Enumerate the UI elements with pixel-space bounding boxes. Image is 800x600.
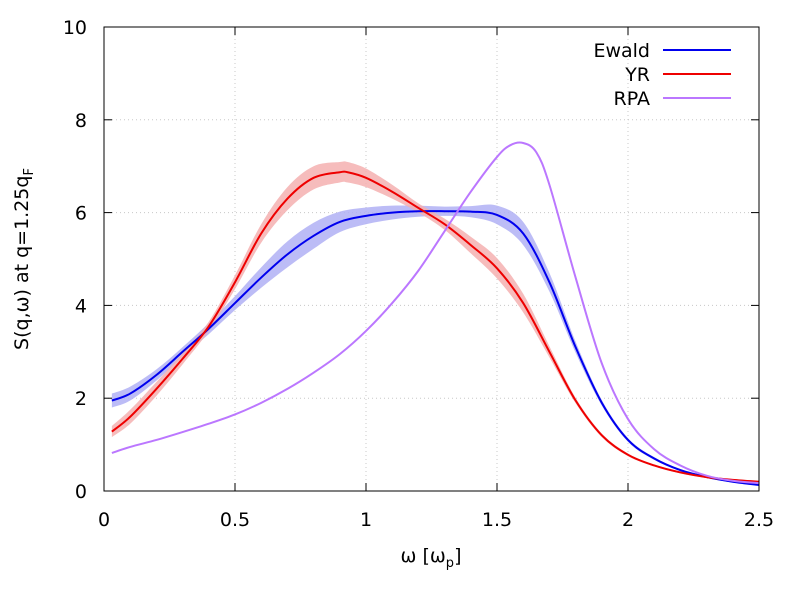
series-line-ewald [111, 210, 760, 486]
error-bands [111, 161, 760, 486]
legend-label-ewald: Ewald [593, 40, 650, 62]
series-lines [111, 141, 760, 486]
y-tick-label: 2 [75, 388, 87, 410]
x-axis-title-end: ] [454, 545, 461, 567]
x-tick-label: 0 [98, 509, 110, 531]
x-axis-title-sub: p [446, 556, 454, 571]
series-line-yr [111, 170, 760, 483]
x-tick-label: 1 [360, 509, 372, 531]
axis-ticks: 0 0.5 1 1.5 2 2.5 0 2 4 6 8 10 [63, 17, 774, 531]
y-tick-label: 0 [75, 481, 87, 503]
y-tick-label: 8 [75, 110, 87, 132]
y-axis-title-main: S(q,ω) at q=1.25q [11, 176, 33, 350]
x-tick-label: 2.5 [744, 509, 774, 531]
y-tick-label: 6 [75, 203, 87, 225]
series-line-rpa [111, 141, 760, 485]
x-tick-label: 1.5 [482, 509, 512, 531]
legend-label-yr: YR [624, 64, 650, 86]
x-tick-label: 2 [622, 509, 634, 531]
x-tick-label: 0.5 [220, 509, 250, 531]
y-axis-title: S(q,ω) at q=1.25qF [11, 168, 37, 350]
grid [104, 27, 759, 491]
y-tick-label: 4 [75, 295, 87, 317]
plot-frame [103, 26, 760, 492]
y-tick-label: 10 [63, 17, 87, 39]
y-axis-title-sub: F [22, 168, 37, 175]
legend-label-rpa: RPA [614, 88, 650, 110]
band-ewald [111, 204, 760, 486]
x-axis-title: ω [ωp] [401, 545, 462, 571]
x-axis-title-main: ω [ω [401, 545, 446, 567]
